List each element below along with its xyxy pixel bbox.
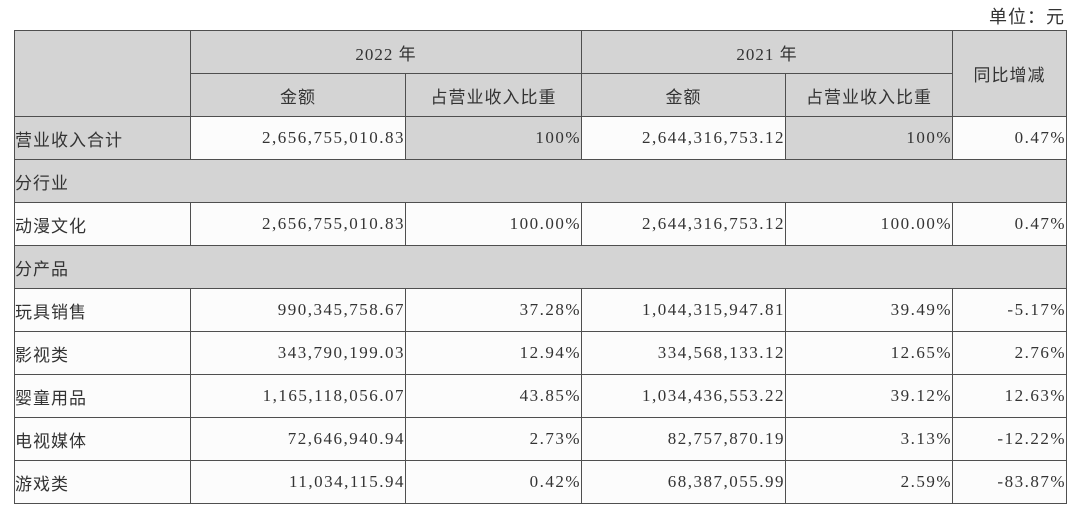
- table-row-film-tv: 影视类 343,790,199.03 12.94% 334,568,133.12…: [14, 331, 1067, 375]
- header-row-years: 2022 年 2021 年 同比增减: [14, 30, 1067, 117]
- header-year-2022: 2022 年: [190, 30, 582, 74]
- table-row-section-product: 分产品: [14, 245, 1067, 289]
- table-row-section-industry: 分行业: [14, 159, 1067, 203]
- row-label: 影视类: [14, 331, 191, 375]
- section-label: 分产品: [14, 245, 1067, 289]
- header-ratio-2021: 占营业收入比重: [785, 73, 953, 117]
- yoy-change: 0.47%: [952, 116, 1067, 160]
- ratio-2021: 100%: [785, 116, 953, 160]
- table-row-toy-sales: 玩具销售 990,345,758.67 37.28% 1,044,315,947…: [14, 288, 1067, 332]
- amount-2021: 2,644,316,753.12: [581, 202, 786, 246]
- amount-2022: 72,646,940.94: [190, 417, 406, 461]
- yoy-change: 0.47%: [952, 202, 1067, 246]
- amount-2022: 2,656,755,010.83: [190, 202, 406, 246]
- amount-2022: 2,656,755,010.83: [190, 116, 406, 160]
- header-amount-2021: 金额: [581, 73, 786, 117]
- amount-2021: 1,044,315,947.81: [581, 288, 786, 332]
- yoy-change: 2.76%: [952, 331, 1067, 375]
- ratio-2022: 37.28%: [405, 288, 582, 332]
- unit-label: 单位：元: [989, 7, 1065, 27]
- table-row-tv-media: 电视媒体 72,646,940.94 2.73% 82,757,870.19 3…: [14, 417, 1067, 461]
- yoy-change: -12.22%: [952, 417, 1067, 461]
- yoy-change: 12.63%: [952, 374, 1067, 418]
- ratio-2022: 43.85%: [405, 374, 582, 418]
- yoy-change: -83.87%: [952, 460, 1067, 504]
- header-blank-cell: [14, 30, 191, 117]
- ratio-2021: 39.49%: [785, 288, 953, 332]
- row-label: 动漫文化: [14, 202, 191, 246]
- ratio-2021: 3.13%: [785, 417, 953, 461]
- ratio-2021: 2.59%: [785, 460, 953, 504]
- row-label: 婴童用品: [14, 374, 191, 418]
- header-row-subcolumns: 金额 占营业收入比重 金额 占营业收入比重: [15, 73, 1067, 117]
- row-label: 电视媒体: [14, 417, 191, 461]
- yoy-change: -5.17%: [952, 288, 1067, 332]
- amount-2021: 68,387,055.99: [581, 460, 786, 504]
- revenue-breakdown-table: 2022 年 2021 年 同比增减 金额 占营业收入比重 金额 占营业收入比重…: [14, 30, 1067, 504]
- header-amount-2022: 金额: [190, 73, 406, 117]
- ratio-2022: 2.73%: [405, 417, 582, 461]
- amount-2022: 11,034,115.94: [190, 460, 406, 504]
- header-yoy-change: 同比增减: [952, 30, 1067, 117]
- ratio-2022: 0.42%: [405, 460, 582, 504]
- amount-2021: 82,757,870.19: [581, 417, 786, 461]
- ratio-2021: 100.00%: [785, 202, 953, 246]
- amount-2022: 1,165,118,056.07: [190, 374, 406, 418]
- amount-2021: 334,568,133.12: [581, 331, 786, 375]
- section-label: 分行业: [14, 159, 1067, 203]
- amount-2021: 2,644,316,753.12: [581, 116, 786, 160]
- table-row-anime-culture: 动漫文化 2,656,755,010.83 100.00% 2,644,316,…: [14, 202, 1067, 246]
- amount-2022: 990,345,758.67: [190, 288, 406, 332]
- ratio-2021: 12.65%: [785, 331, 953, 375]
- table-row-games: 游戏类 11,034,115.94 0.42% 68,387,055.99 2.…: [14, 460, 1067, 504]
- table-row-baby-products: 婴童用品 1,165,118,056.07 43.85% 1,034,436,5…: [14, 374, 1067, 418]
- header-ratio-2022: 占营业收入比重: [405, 73, 582, 117]
- ratio-2022: 100%: [405, 116, 582, 160]
- row-label: 营业收入合计: [14, 116, 191, 160]
- row-label: 游戏类: [14, 460, 191, 504]
- row-label: 玩具销售: [14, 288, 191, 332]
- ratio-2022: 100.00%: [405, 202, 582, 246]
- ratio-2021: 39.12%: [785, 374, 953, 418]
- amount-2021: 1,034,436,553.22: [581, 374, 786, 418]
- ratio-2022: 12.94%: [405, 331, 582, 375]
- table-row-total-revenue: 营业收入合计 2,656,755,010.83 100% 2,644,316,7…: [14, 116, 1067, 160]
- header-year-2021: 2021 年: [581, 30, 953, 74]
- amount-2022: 343,790,199.03: [190, 331, 406, 375]
